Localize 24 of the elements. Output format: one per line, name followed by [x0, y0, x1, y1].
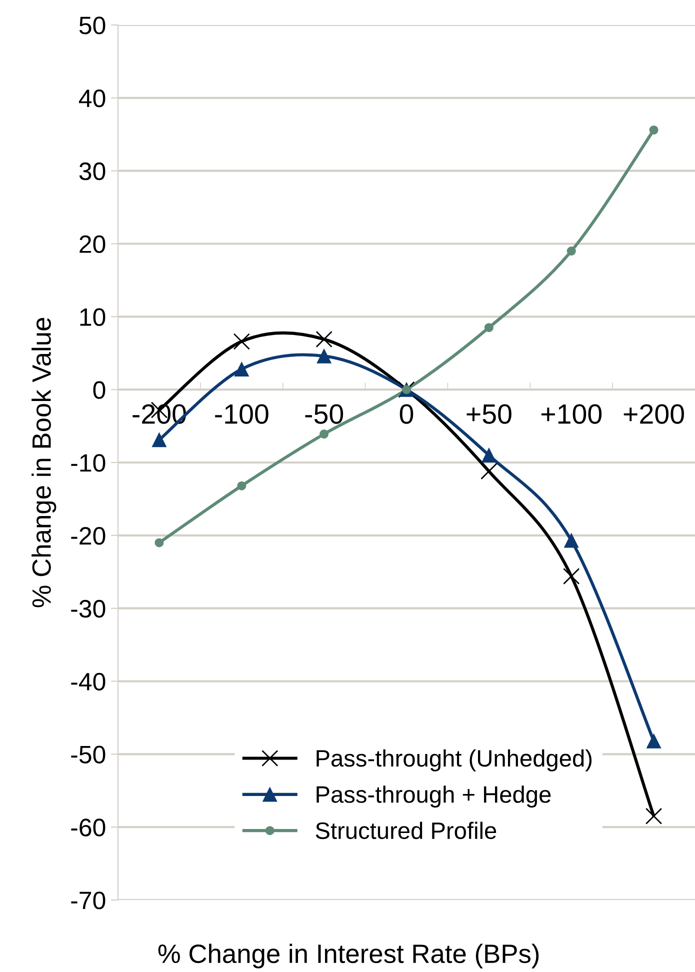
- x-tick-label: 0: [400, 404, 414, 424]
- legend-label: Structured Profile: [316, 822, 496, 840]
- y-tick-label: -30: [71, 600, 106, 618]
- y-tick-label: 50: [79, 16, 106, 34]
- y-tick-label: 20: [80, 235, 106, 254]
- legend-label: Pass-throught (Unhedged): [316, 749, 592, 772]
- x-axis-title: % Change in Interest Rate (BPs): [158, 944, 539, 968]
- legend-label: Pass-through + Hedge: [316, 786, 551, 808]
- y-tick-label: -20: [71, 527, 106, 545]
- y-tick-label: 30: [79, 162, 106, 180]
- y-tick-label: -60: [71, 818, 106, 836]
- x-tick-label: +50: [466, 404, 512, 424]
- y-tick-label: -10: [71, 454, 106, 472]
- y-tick-label: 0: [93, 381, 106, 399]
- y-tick-label: 40: [78, 90, 106, 108]
- y-tick-label: -70: [71, 892, 106, 910]
- y-tick-label: 10: [80, 308, 106, 326]
- y-tick-label: -40: [71, 672, 106, 691]
- x-tick-label: +100: [541, 404, 602, 424]
- x-tick-label: +200: [624, 404, 684, 424]
- x-tick-label: -50: [305, 404, 344, 424]
- x-tick-label: -100: [215, 404, 268, 424]
- y-tick-label: -50: [71, 746, 106, 764]
- y-axis-title: % Change in Book Value: [32, 318, 56, 608]
